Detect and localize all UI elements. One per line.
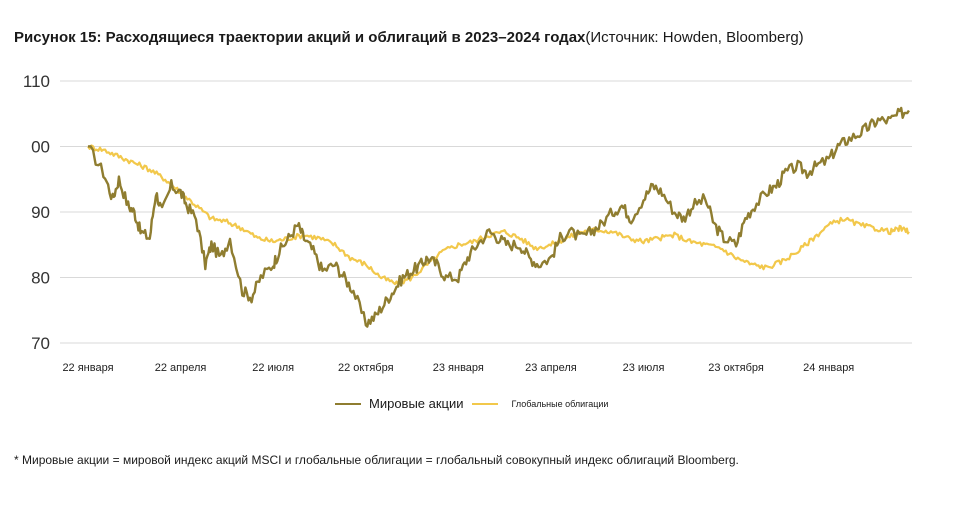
x-tick-label: 24 января (803, 362, 854, 374)
legend-item-bonds: Глобальные облигации (471, 398, 609, 409)
chart-series (87, 106, 910, 328)
footnote: * Мировые акции = мировой индекс акций M… (14, 453, 739, 467)
chart-source: (Источник: Howden, Bloomberg) (585, 29, 804, 46)
x-tick-label: 22 апреля (155, 362, 207, 374)
legend-item-equities: Мировые акции (335, 396, 464, 411)
legend-label-equities: Мировые акции (369, 396, 464, 411)
legend-swatch-bonds (471, 402, 498, 405)
x-axis-ticks: 22 января 22 апреля 22 июля 22 октября 23 ян… (62, 362, 854, 374)
x-tick-label: 23 января (433, 362, 484, 374)
x-tick-label: 22 октября (338, 362, 394, 374)
y-tick-label: 00 (31, 138, 50, 157)
chart-title: Рисунок 15: Расходящиеся траектории акци… (14, 29, 804, 46)
y-tick-label: 110 (23, 72, 50, 91)
x-tick-label: 23 июля (623, 362, 665, 374)
y-tick-label: 90 (31, 203, 50, 222)
x-tick-label: 23 апреля (525, 362, 577, 374)
legend-label-bonds: Глобальные облигации (511, 398, 609, 409)
x-tick-label: 22 января (62, 362, 113, 374)
y-axis-ticks: 70 80 90 00 110 (23, 72, 50, 353)
x-tick-label: 22 июля (252, 362, 294, 374)
series-line-bonds (87, 144, 910, 287)
y-tick-label: 80 (31, 269, 50, 288)
chart-title-bold: Рисунок 15: Расходящиеся траектории акци… (14, 29, 586, 46)
series-line-equities (87, 106, 910, 328)
legend-swatch-equities (335, 402, 361, 405)
y-tick-label: 70 (31, 334, 50, 353)
chart-grid (60, 80, 912, 344)
x-tick-label: 23 октября (708, 362, 764, 374)
legend: Мировые акции Глобальные облигации (335, 396, 608, 411)
